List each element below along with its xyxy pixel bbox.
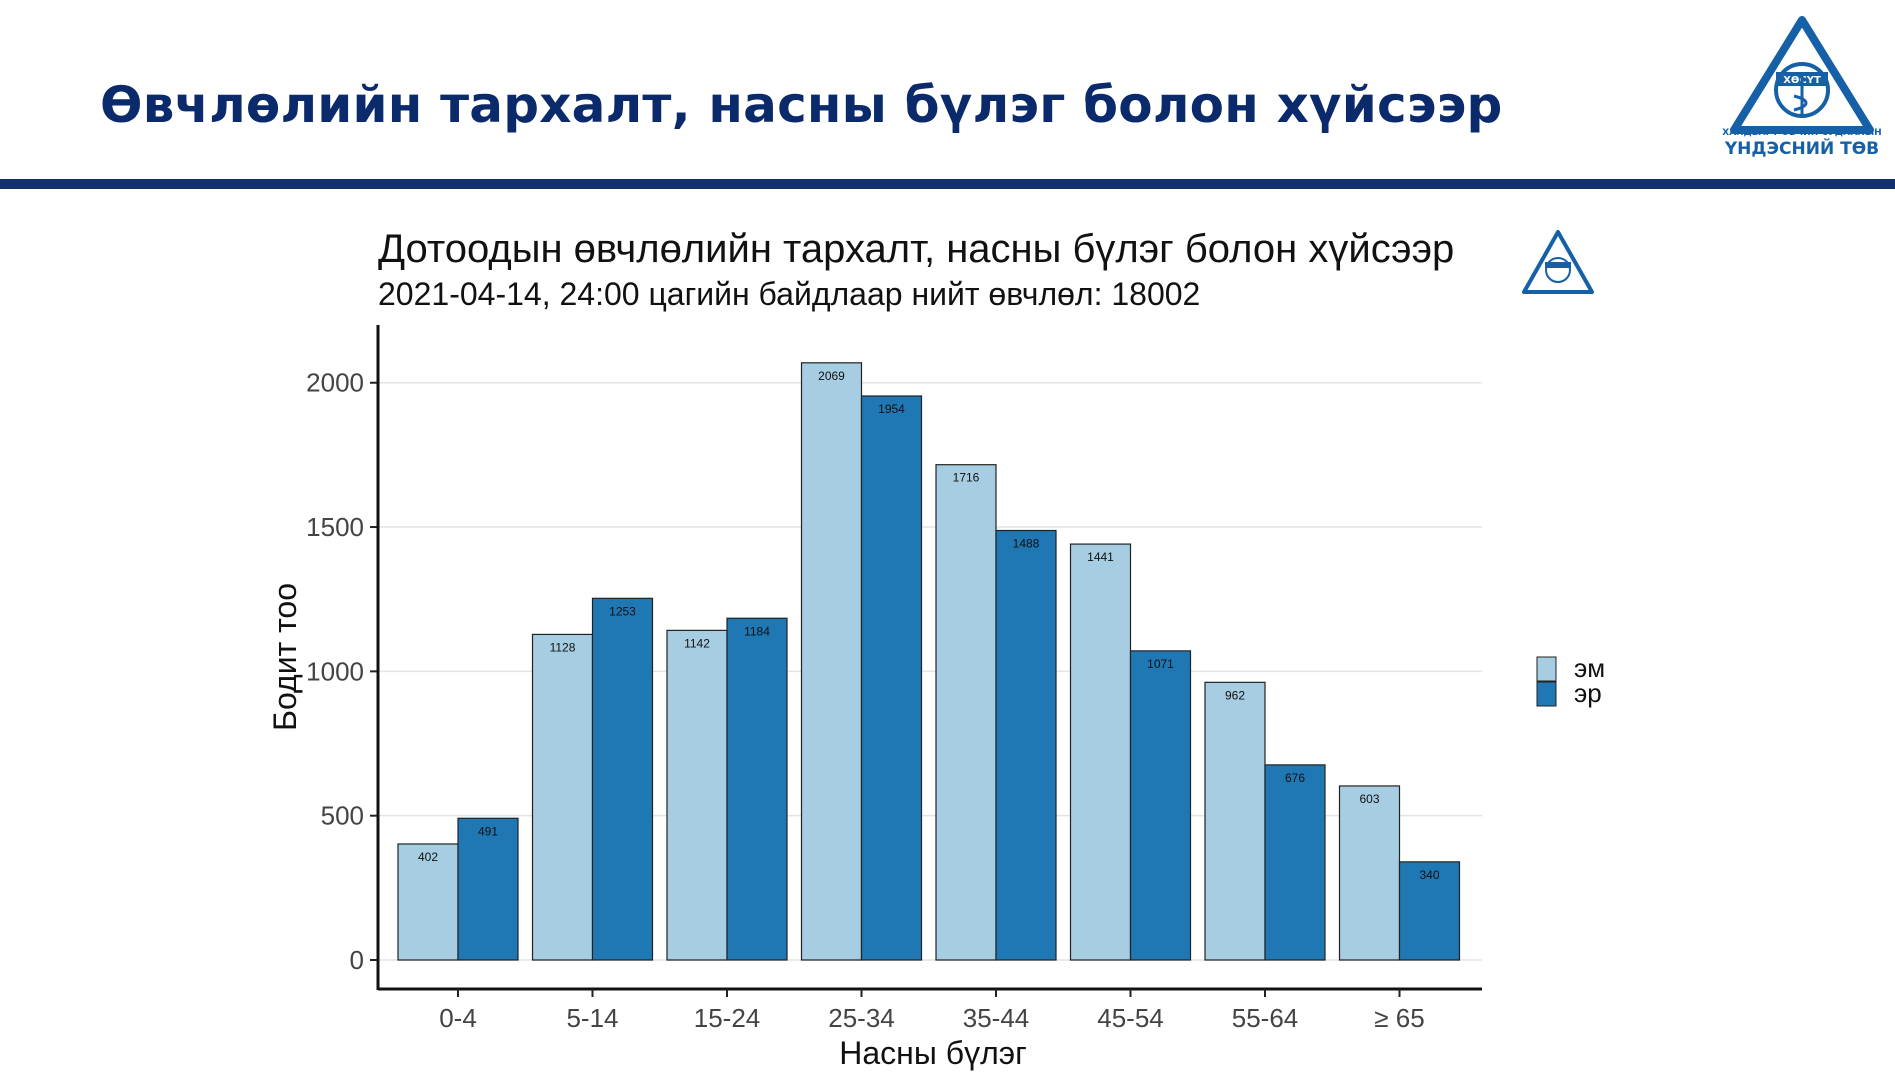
bar-эм-≥ 65 — [1338, 785, 1401, 961]
x-tick-label: 0-4 — [439, 1003, 477, 1033]
bar-эм-55-64 — [1204, 681, 1266, 961]
legend-swatch-эм — [1536, 656, 1557, 682]
chart-logo-icon — [1522, 230, 1594, 294]
bar-эр-55-64 — [1264, 764, 1326, 961]
data-label: 402 — [418, 850, 438, 864]
data-label: 1441 — [1087, 550, 1114, 564]
x-tick-label: 15-24 — [694, 1003, 761, 1033]
logo-caption-line2: ҮНДЭСНИЙ ТӨВ — [1724, 139, 1880, 159]
y-tick-label: 500 — [321, 801, 364, 831]
bar-эр-≥ 65 — [1398, 861, 1461, 961]
institution-logo: ХӨСҮТ — [1730, 16, 1874, 134]
x-tick-label: 35-44 — [963, 1003, 1030, 1033]
data-label: 340 — [1419, 868, 1439, 882]
bar-эм-35-44 — [935, 464, 997, 961]
data-label: 1488 — [1013, 537, 1040, 551]
data-label: 1142 — [684, 636, 710, 650]
y-tick-label: 1000 — [306, 656, 364, 686]
x-tick-label: ≥ 65 — [1374, 1003, 1424, 1033]
data-label: 1954 — [878, 402, 905, 416]
bar-эр-35-44 — [995, 529, 1057, 961]
chart-subtitle: 2021-04-14, 24:00 цагийн байдлаар нийт ө… — [378, 276, 1200, 312]
chart-title: Дотоодын өвчлөлийн тархалт, насны бүлэг … — [378, 227, 1454, 271]
bar-эм-5-14 — [531, 633, 594, 961]
x-tick-label: 5-14 — [566, 1003, 618, 1033]
data-label: 1253 — [609, 604, 636, 618]
data-label: 2069 — [818, 369, 845, 383]
legend-label-эм: эм — [1574, 653, 1605, 683]
y-tick-label: 2000 — [306, 368, 364, 398]
data-label: 676 — [1285, 771, 1305, 785]
legend-swatch-эр — [1536, 681, 1557, 707]
x-tick-label: 25-34 — [828, 1003, 895, 1033]
data-label: 491 — [478, 824, 498, 838]
bar-эр-0-4 — [457, 817, 519, 961]
title-divider — [0, 179, 1895, 189]
bar-эм-15-24 — [666, 629, 728, 961]
bar-эр-15-24 — [726, 617, 788, 961]
data-label: 962 — [1225, 688, 1245, 702]
y-axis-title: Бодит тоо — [267, 583, 303, 731]
y-tick-label: 1500 — [306, 512, 364, 542]
bar-эм-0-4 — [397, 843, 459, 961]
legend-label-эр: эр — [1574, 678, 1602, 708]
bar-эр-25-34 — [860, 395, 923, 961]
data-label: 603 — [1359, 792, 1379, 806]
slide-title: Өвчлөлийн тархалт, насны бүлэг болон хүй… — [100, 76, 1503, 134]
data-label: 1128 — [550, 640, 576, 654]
bar-эр-45-54 — [1129, 650, 1192, 961]
bar-эм-45-54 — [1069, 543, 1132, 961]
x-axis-title: Насны бүлэг — [839, 1035, 1026, 1071]
bar-эр-5-14 — [591, 597, 654, 961]
y-tick-label: 0 — [350, 945, 364, 975]
data-label: 1071 — [1147, 657, 1174, 671]
data-label: 1716 — [953, 471, 980, 485]
data-label: 1184 — [744, 624, 770, 638]
x-tick-label: 45-54 — [1097, 1003, 1164, 1033]
bar-эм-25-34 — [800, 362, 863, 961]
x-tick-label: 55-64 — [1232, 1003, 1299, 1033]
logo-caption-line1: ХАЛДВАРТ ӨВЧИН СУДЛАЛЫН — [1722, 128, 1882, 138]
